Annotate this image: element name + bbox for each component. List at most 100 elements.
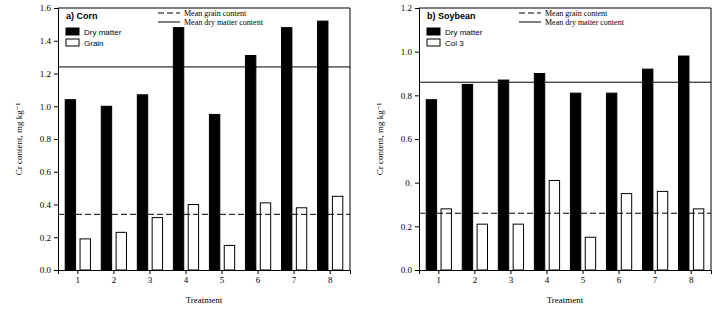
legend-label: Grain [84,39,104,48]
legend-swatch [519,22,541,23]
panel: 0.00.20.40.60.81.01.21.41.612345678Treat… [14,3,351,305]
x-axis: 12345678 [59,270,351,285]
legend-label: Mean dry matter content [545,18,625,27]
axis-line [54,9,59,271]
bar-series [65,21,328,270]
tick-mark [113,270,114,274]
tick-mark [149,270,150,274]
legend-swatch [519,13,541,14]
tick-mark [546,270,547,274]
tick-mark [54,237,58,238]
bar [101,106,111,270]
bar [570,93,580,270]
x-tick: 3 [509,270,514,285]
y-axis: 0.00.20.40.60.81.01.21.41.6 [40,3,59,275]
bar [549,180,559,270]
tick-mark [415,270,419,271]
legend-swatch [158,22,180,23]
mean-line [419,82,711,83]
y-tick: 0. [405,178,419,188]
tick-label: 8 [328,275,333,285]
y-tick: 0.6 [401,134,419,144]
tick-label: 0.2 [40,233,51,243]
x-tick: 8 [328,270,333,285]
axis-line [415,9,420,271]
legend-swatch [427,39,440,46]
legend-label: Mean dry matter content [184,18,264,27]
tick-label: 1 [76,275,81,285]
bar [679,56,689,270]
tick-mark [294,270,295,274]
y-tick: 0.0 [401,265,419,275]
tick-label: 5 [581,275,586,285]
y-tick: 1.2 [40,69,58,79]
tick-label: 6 [617,275,622,285]
bar [332,196,342,270]
tick-mark [77,270,78,274]
tick-label: 1.4 [40,36,52,46]
bar [296,208,306,270]
tick-mark [438,270,439,274]
tick-mark [415,52,419,53]
tick-mark [330,270,331,274]
tick-label: 6 [256,275,261,285]
tick-label: 1.2 [401,3,412,13]
axis-line [420,271,712,275]
y-tick: 0.2 [401,222,419,232]
tick-label: 2 [112,275,117,285]
tick-label: 0.6 [401,134,413,144]
y-tick: 0.2 [40,233,58,243]
x-axis-title: Treatment [186,295,223,305]
tick-mark [54,41,58,42]
y-tick: 1.0 [401,47,419,57]
legend-label: Dry matter [84,28,122,37]
frame [711,8,712,270]
legend-swatch [158,13,180,14]
y-tick: 1.2 [401,3,419,13]
chart-title: b) Soybean [427,11,476,21]
bar [693,209,703,270]
bar-series [80,196,343,270]
tick-label: 8 [689,275,694,285]
tick-label: 0.2 [401,222,412,232]
bar [80,239,90,270]
tick-mark [474,270,475,274]
tick-label: 1.2 [40,69,51,79]
bar [621,194,631,270]
bar [498,80,508,270]
tick-label: 0.0 [40,265,52,275]
tick-label: 7 [653,275,658,285]
tick-label: 5 [220,275,225,285]
tick-mark [583,270,584,274]
tick-mark [510,270,511,274]
y-tick: 0.4 [40,200,58,210]
tick-mark [54,205,58,206]
tick-mark [415,183,419,184]
tick-label: 3 [148,275,153,285]
x-tick: 4 [545,270,550,285]
tick-mark [54,8,58,9]
tick-mark [54,74,58,75]
tick-mark [619,270,620,274]
x-tick: 5 [581,270,586,285]
x-tick: 1 [76,270,81,285]
bar [260,203,270,270]
tick-label: 4 [184,275,189,285]
x-tick: 4 [184,270,189,285]
tick-label: 0.8 [401,91,413,101]
bar [209,114,219,270]
tick-mark [54,270,58,271]
tick-label: 0.6 [40,167,52,177]
x-tick: 6 [617,270,622,285]
tick-label: 0.0 [401,265,413,275]
legend-label: Dry matter [445,28,483,37]
x-axis-title: Treatment [547,295,584,305]
y-tick: 1.6 [40,3,58,13]
tick-mark [691,270,692,274]
tick-mark [258,270,259,274]
y-axis-title: Cr content, mg kg⁻¹ [14,102,24,175]
tick-mark [655,270,656,274]
bar [245,55,255,270]
y-tick: 0.8 [401,91,419,101]
tick-mark [415,8,419,9]
